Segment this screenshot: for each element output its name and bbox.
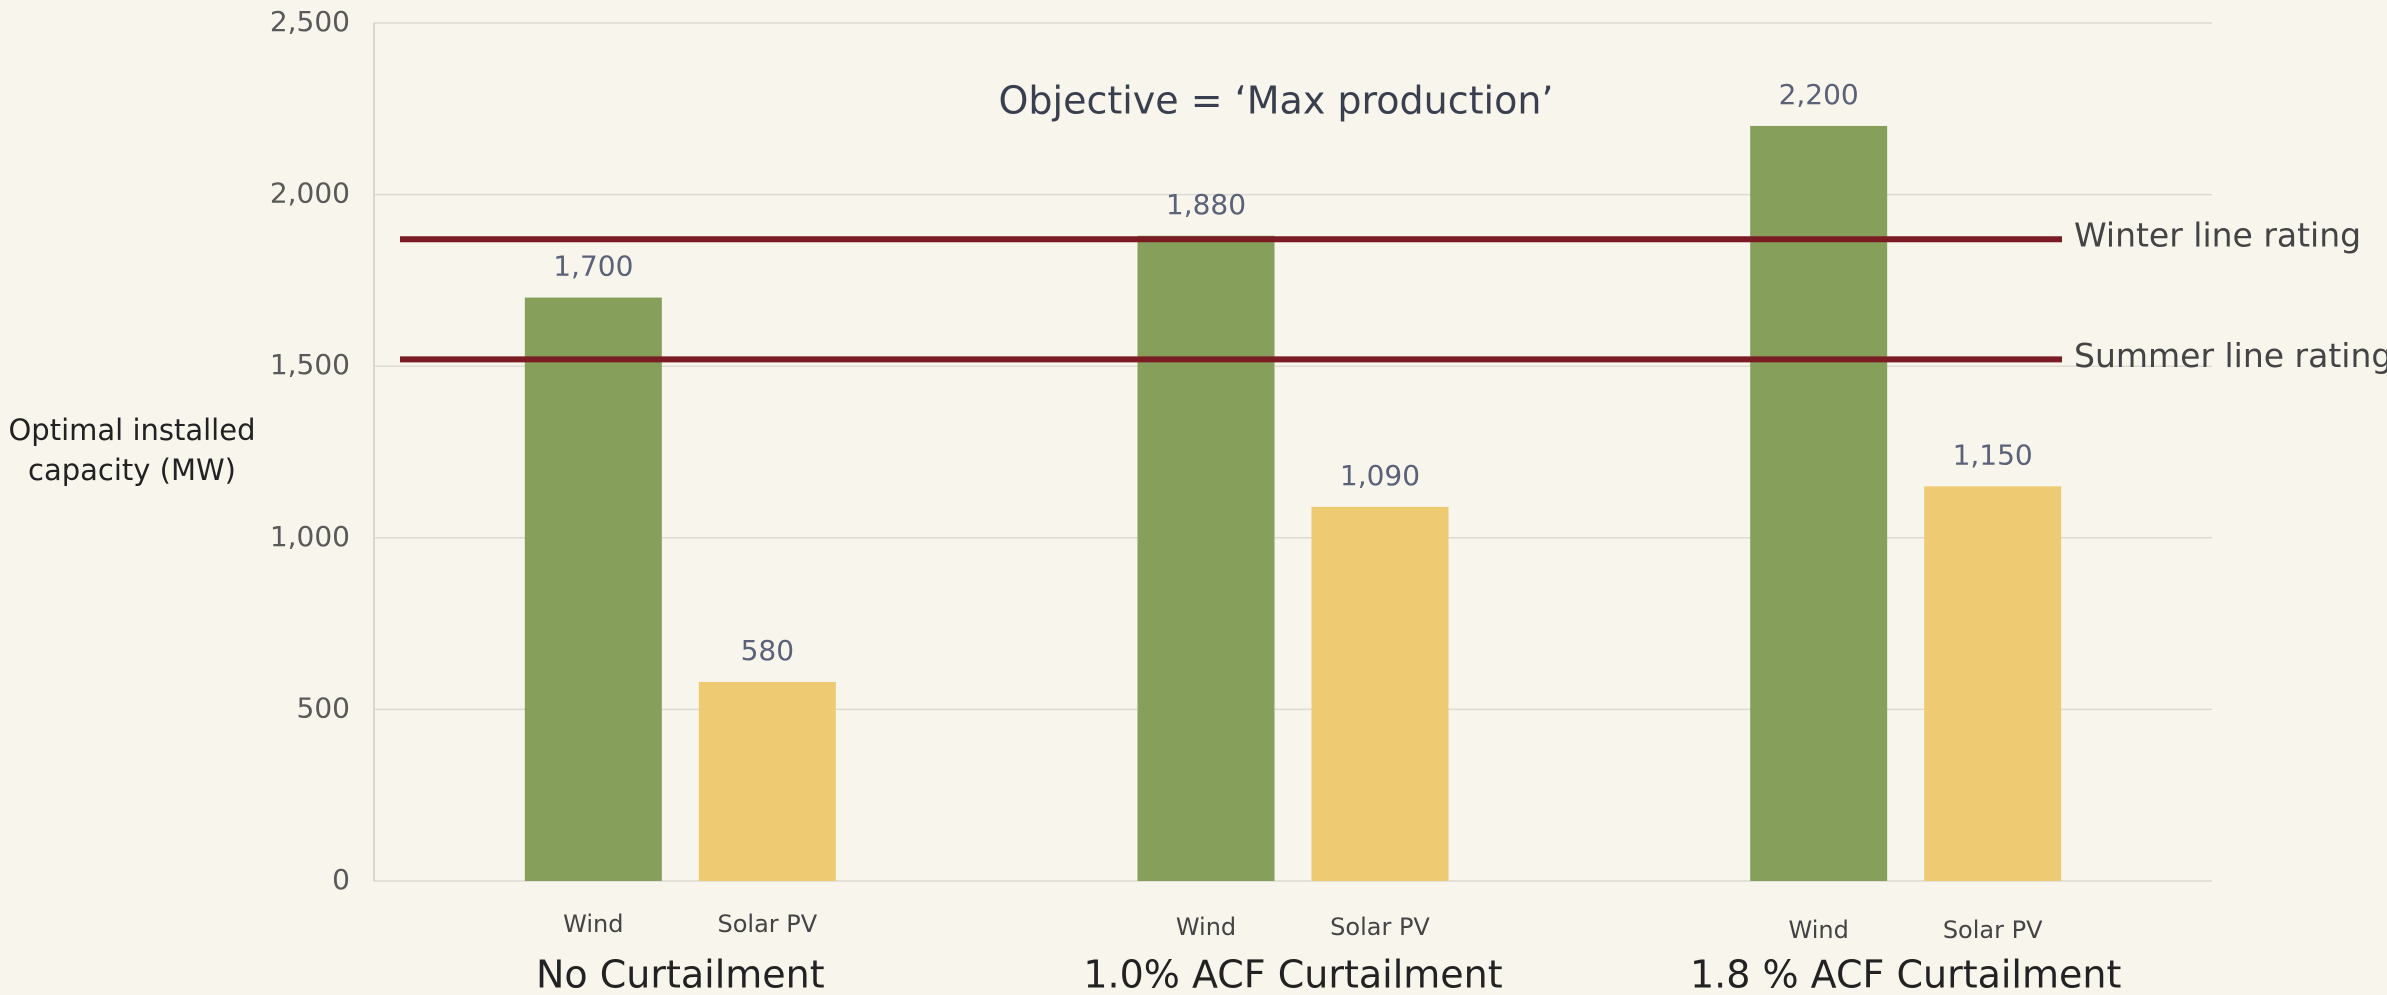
bar	[1750, 125, 1888, 881]
bar-category-label: Wind	[563, 910, 623, 938]
bar	[1311, 506, 1449, 881]
group-label: 1.0% ACF Curtailment	[1083, 953, 1502, 995]
bar-category-label: Solar PV	[1330, 913, 1430, 941]
bar-category-label: Wind	[1789, 916, 1849, 944]
y-tick-label: 2,000	[270, 177, 350, 210]
reference-line-label: Summer line rating	[2074, 336, 2387, 375]
y-tick-label: 0	[332, 863, 350, 896]
bar	[524, 297, 662, 881]
group-label: 1.8 % ACF Curtailment	[1690, 953, 2121, 995]
value-label: 1,700	[553, 250, 633, 283]
bar-category-label: Solar PV	[1943, 916, 2043, 944]
y-tick-label: 1,500	[270, 348, 350, 381]
y-tick-label: 500	[297, 691, 350, 724]
value-label: 1,090	[1340, 459, 1420, 492]
y-axis-label: Optimal installed capacity (MW)	[8, 413, 256, 487]
value-label: 1,150	[1953, 438, 2033, 471]
bar	[1924, 486, 2062, 881]
bar-category-label: Solar PV	[717, 910, 817, 938]
group-label: No Curtailment	[536, 953, 825, 995]
value-label: 580	[741, 634, 794, 667]
y-tick-label: 2,500	[270, 5, 350, 38]
reference-line-label: Winter line rating	[2074, 216, 2361, 255]
bar-category-label: Wind	[1176, 913, 1236, 941]
value-label: 1,880	[1166, 188, 1246, 221]
chart-title: Objective = ‘Max production’	[998, 79, 1553, 123]
value-label: 2,200	[1779, 78, 1859, 111]
bar	[698, 681, 836, 881]
bar	[1137, 235, 1275, 881]
y-tick-label: 1,000	[270, 520, 350, 553]
